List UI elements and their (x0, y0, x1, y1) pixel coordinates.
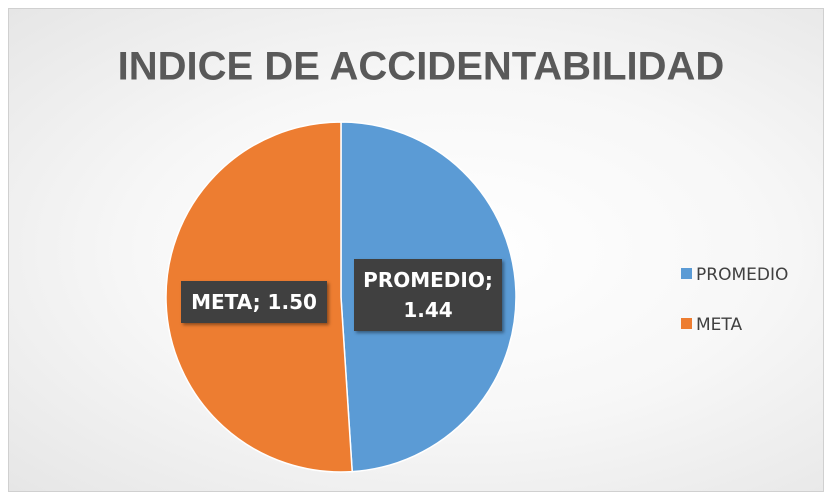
legend-label: PROMEDIO (696, 265, 789, 285)
legend-swatch (681, 268, 692, 279)
chart: INDICE DE ACCIDENTABILIDAD (118, 45, 725, 473)
chart-title: INDICE DE ACCIDENTABILIDAD (118, 45, 725, 89)
legend-label: META (696, 315, 743, 335)
legend-item: PROMEDIO (681, 265, 788, 285)
legend-swatch (681, 318, 692, 329)
data-label: META; 1.50 (181, 281, 327, 323)
legend-item: META (681, 315, 742, 335)
data-label: PROMEDIO; 1.44 (354, 259, 502, 331)
chart-area: INDICE DE ACCIDENTABILIDAD PROMEDIO; 1.4… (8, 8, 824, 492)
